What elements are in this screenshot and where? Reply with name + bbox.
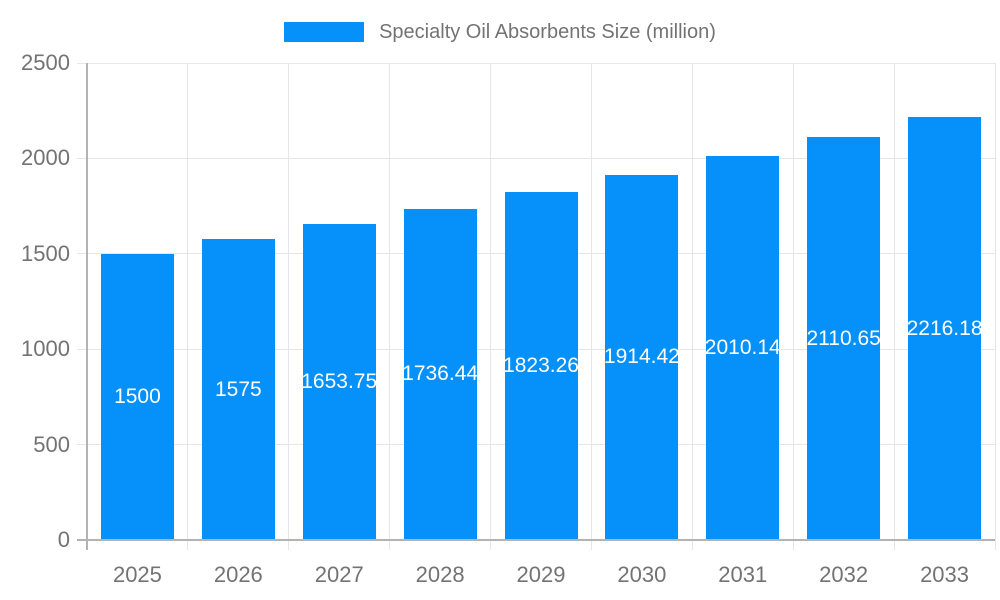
x-axis-tick-label: 2032 — [819, 562, 869, 587]
bar-value-label: 1914.42 — [605, 345, 679, 369]
bar-value-label: 1736.44 — [403, 362, 477, 386]
y-axis-tick-label: 1000 — [21, 336, 70, 362]
bar-value-label: 2216.18 — [908, 316, 982, 340]
y-axis-tick-label: 0 — [57, 527, 70, 552]
legend-item[interactable]: Specialty Oil Absorbents Size (million) — [0, 21, 1000, 43]
x-axis-tick-label: 2028 — [415, 562, 465, 587]
gridline-horizontal — [77, 157, 995, 159]
x-axis-tick-label: 2026 — [213, 562, 263, 587]
bar-value-label: 2010.14 — [706, 336, 780, 360]
gridline-vertical — [893, 63, 895, 550]
bar-2027[interactable]: 1653.75 — [302, 224, 376, 540]
bar-value-label: 1575 — [214, 377, 262, 401]
y-axis-tick-label: 1500 — [21, 240, 70, 266]
x-axis-zero-line — [86, 63, 88, 550]
bar-value-label: 1823.26 — [504, 354, 578, 378]
x-axis-tick-label: 2030 — [617, 562, 667, 587]
bar-value-label: 2110.65 — [807, 326, 881, 350]
gridline-vertical — [288, 63, 290, 550]
legend-color-swatch — [284, 22, 365, 42]
gridline-vertical — [792, 63, 794, 550]
bar-value-label: 1500 — [114, 384, 161, 408]
gridline-vertical — [187, 63, 189, 550]
bar-2031[interactable]: 2010.14 — [706, 156, 780, 540]
gridline-vertical — [691, 63, 693, 550]
bar-2026[interactable]: 1575 — [201, 239, 275, 540]
gridline-horizontal — [77, 62, 995, 64]
bar-2029[interactable]: 1823.26 — [504, 192, 578, 540]
gridline-vertical — [389, 63, 391, 550]
gridline-vertical — [590, 63, 592, 550]
y-axis-tick-label: 2000 — [21, 145, 70, 171]
y-axis-tick-label: 2500 — [21, 50, 70, 75]
bar-2032[interactable]: 2110.65 — [807, 137, 881, 540]
x-axis-tick-label: 2031 — [718, 562, 768, 587]
bar-2030[interactable]: 1914.42 — [605, 174, 679, 540]
y-axis-zero-line — [77, 539, 995, 541]
x-axis-tick-label: 2025 — [112, 562, 162, 587]
bar-2028[interactable]: 1736.44 — [403, 208, 477, 540]
bar-2033[interactable]: 2216.18 — [908, 117, 982, 540]
legend-label: Specialty Oil Absorbents Size (million) — [379, 21, 716, 43]
y-axis-tick-label: 500 — [33, 431, 70, 457]
x-axis-tick-label: 2033 — [920, 562, 970, 587]
x-axis-tick-label: 2029 — [516, 562, 566, 587]
x-axis-tick-label: 2027 — [314, 562, 364, 587]
bar-2025[interactable]: 1500 — [100, 253, 174, 540]
gridline-vertical — [994, 63, 996, 550]
bar-value-label: 1653.75 — [302, 370, 376, 394]
gridline-vertical — [490, 63, 492, 550]
